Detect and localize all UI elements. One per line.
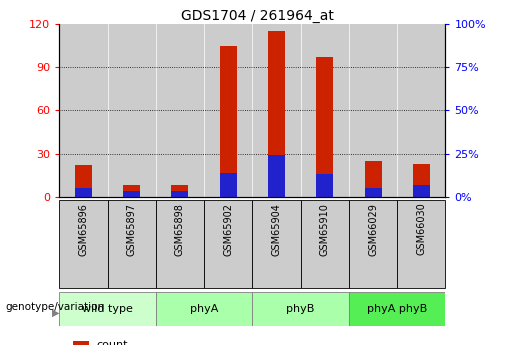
Bar [108, 200, 156, 288]
Bar [75, 165, 92, 197]
Bar [301, 24, 349, 197]
Text: phyB: phyB [286, 304, 315, 314]
Text: GSM66029: GSM66029 [368, 203, 378, 256]
Bar [73, 341, 90, 345]
Bar [59, 24, 108, 197]
Bar [171, 191, 188, 197]
Bar [413, 185, 430, 197]
Text: count: count [97, 340, 128, 345]
Bar [252, 292, 349, 326]
Bar [59, 200, 108, 288]
Bar [301, 200, 349, 288]
Bar [59, 292, 156, 326]
Bar [397, 200, 445, 288]
Bar [156, 24, 204, 197]
Bar [108, 24, 156, 197]
Bar [365, 188, 382, 197]
Text: GSM65898: GSM65898 [175, 203, 185, 256]
Text: GSM65910: GSM65910 [320, 203, 330, 256]
Text: GSM66030: GSM66030 [416, 203, 426, 256]
Text: genotype/variation: genotype/variation [5, 302, 104, 312]
Bar [204, 200, 252, 288]
Bar [349, 24, 397, 197]
Text: ▶: ▶ [53, 308, 60, 318]
Bar [349, 200, 397, 288]
Bar [397, 24, 445, 197]
Bar [413, 164, 430, 197]
Text: phyA: phyA [190, 304, 218, 314]
Bar [156, 292, 252, 326]
Text: GSM65897: GSM65897 [127, 203, 136, 256]
Bar [156, 200, 204, 288]
Bar [220, 172, 237, 197]
Bar [252, 200, 301, 288]
Text: GSM65896: GSM65896 [78, 203, 89, 256]
Bar [75, 188, 92, 197]
Bar [252, 24, 301, 197]
Bar [268, 31, 285, 197]
Bar [171, 185, 188, 197]
Bar [316, 57, 333, 197]
Text: GDS1704 / 261964_at: GDS1704 / 261964_at [181, 9, 334, 23]
Bar [349, 292, 445, 326]
Bar [204, 24, 252, 197]
Text: wild type: wild type [82, 304, 133, 314]
Text: phyA phyB: phyA phyB [367, 304, 427, 314]
Bar [316, 174, 333, 197]
Text: GSM65902: GSM65902 [223, 203, 233, 256]
Bar [123, 185, 140, 197]
Text: GSM65904: GSM65904 [271, 203, 282, 256]
Bar [268, 155, 285, 197]
Bar [220, 46, 237, 197]
Bar [365, 161, 382, 197]
Bar [123, 191, 140, 197]
